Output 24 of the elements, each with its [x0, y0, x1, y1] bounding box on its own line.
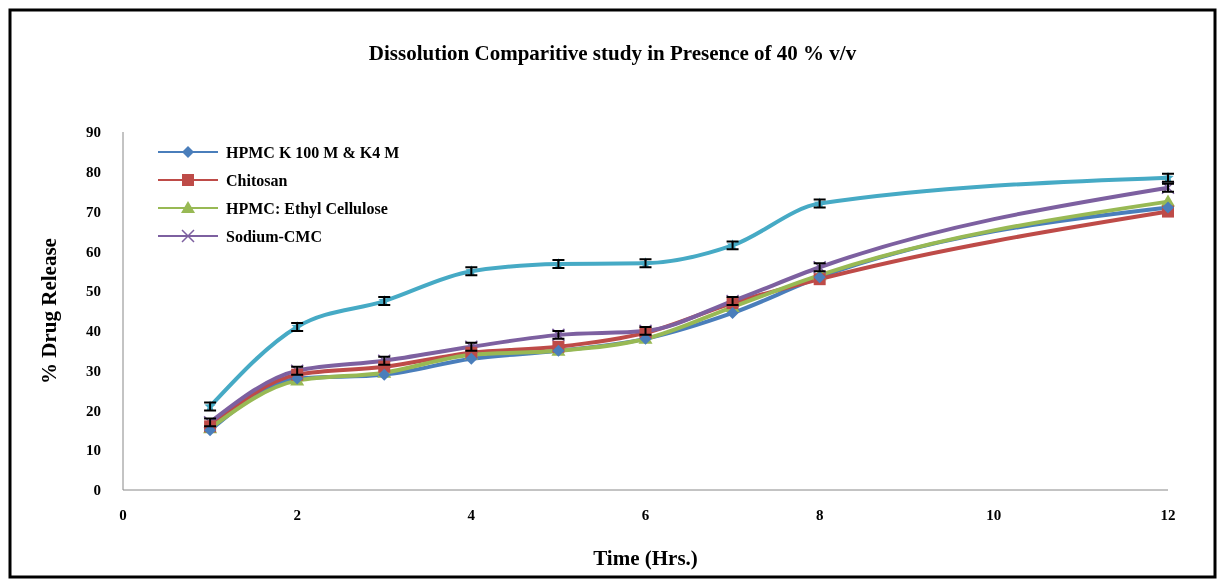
- legend-label: HPMC K 100 M & K4 M: [226, 143, 400, 161]
- x-tick-label: 8: [815, 507, 824, 523]
- x-tick-label: 10: [986, 507, 1002, 523]
- x-tick-label: 4: [467, 507, 476, 523]
- y-tick-label: 0: [93, 482, 101, 499]
- y-tick-label: 80: [86, 164, 101, 181]
- x-tick-label: 2: [293, 507, 301, 523]
- y-axis-title: % Drug Release: [37, 238, 61, 384]
- legend-label: Sodium-CMC: [226, 227, 323, 245]
- y-tick-label: 30: [86, 362, 101, 379]
- x-tick-label: 6: [641, 507, 650, 523]
- x-axis-title: Time (Hrs.): [593, 546, 698, 570]
- legend-label: Chitosan: [226, 171, 288, 189]
- chart-title: Dissolution Comparitive study in Presence of 40 % v/v: [368, 41, 857, 65]
- y-tick-label: 70: [86, 203, 101, 220]
- y-tick-label: 40: [86, 323, 101, 340]
- y-tick-label: 60: [86, 243, 101, 260]
- y-tick-label: 10: [86, 442, 101, 459]
- y-tick-label: 20: [86, 402, 101, 419]
- x-tick-label: 12: [1160, 507, 1176, 523]
- x-tick-label: 0: [119, 507, 127, 523]
- y-tick-label: 50: [86, 283, 101, 300]
- y-tick-label: 90: [86, 124, 101, 141]
- legend-label: HPMC: Ethyl Cellulose: [226, 199, 388, 218]
